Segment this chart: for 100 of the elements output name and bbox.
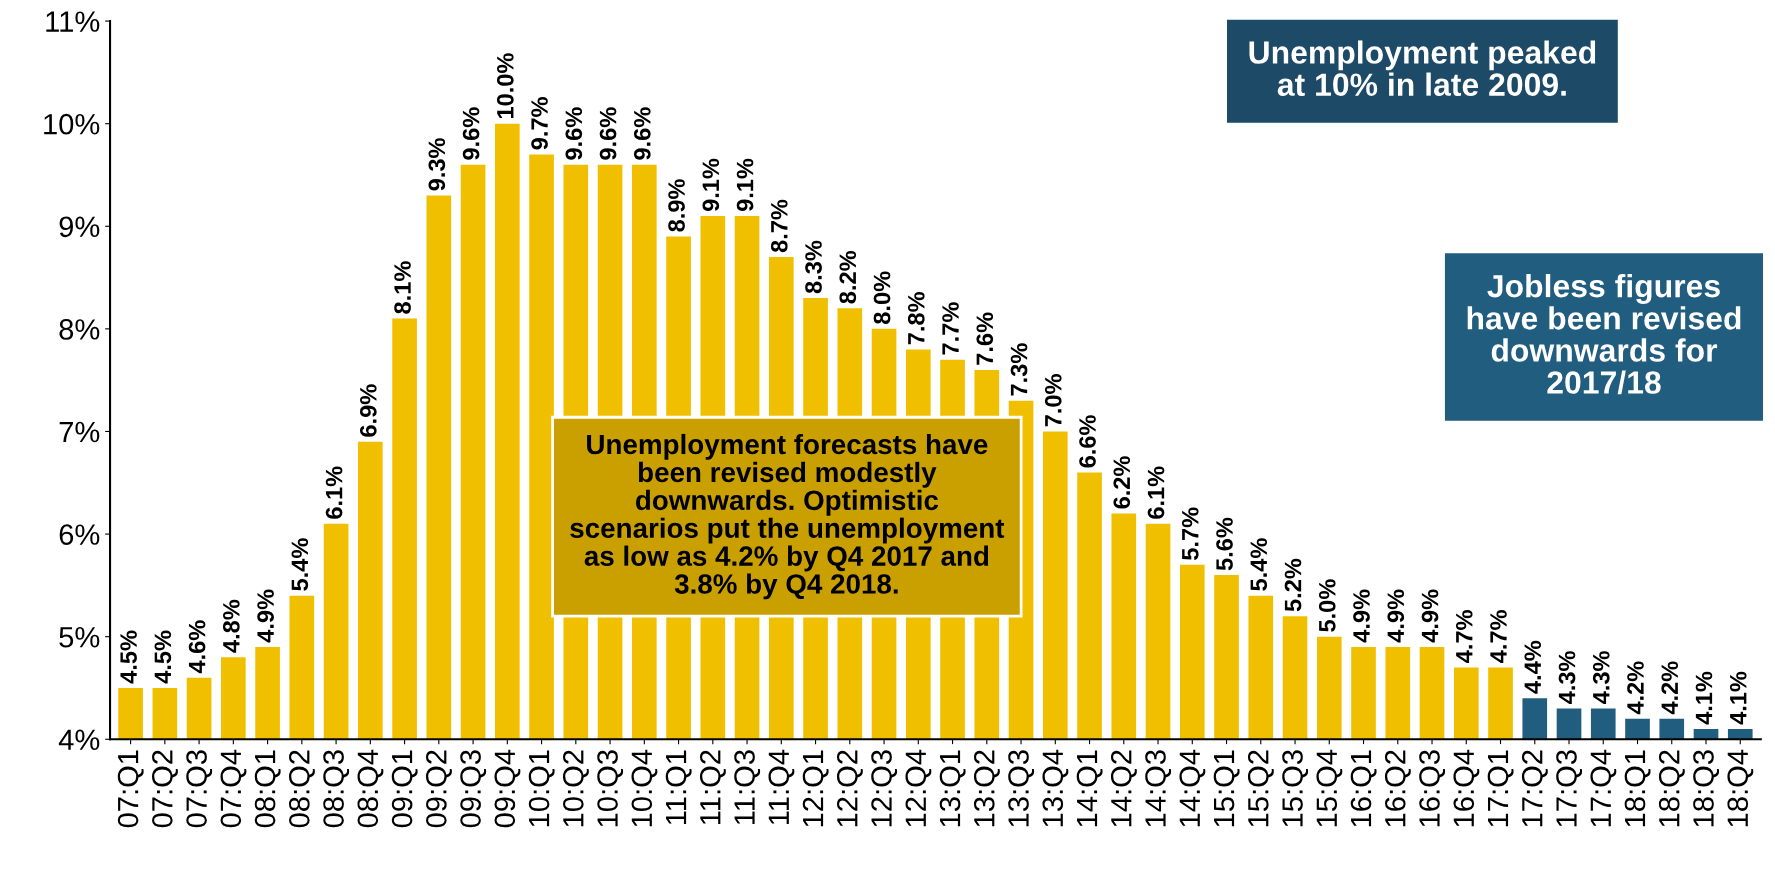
data-label: 9.6% (599, 107, 617, 160)
data-label: 4.5% (120, 630, 137, 684)
data-label: 4.7% (1455, 610, 1473, 663)
x-tick-label: 16:Q4 (1453, 749, 1480, 827)
data-label: 7.6% (976, 312, 994, 365)
data-label: 4.3% (1558, 651, 1576, 704)
data-label: 5.4% (1250, 538, 1268, 591)
data-label: 6.1% (325, 466, 343, 519)
data-label: 5.7% (1181, 507, 1199, 560)
y-tick-label: 7% (59, 421, 100, 443)
x-tick-label: 15:Q2 (1247, 750, 1274, 827)
x-tick-label: 10:Q1 (528, 750, 555, 827)
x-tick-label: 09:Q1 (391, 750, 418, 828)
data-label: 4.1% (1729, 671, 1747, 725)
x-tick-label: 14:Q3 (1145, 750, 1172, 827)
data-label: 8.0% (873, 271, 891, 324)
x-tick-label: 16:Q1 (1350, 750, 1377, 827)
data-label: 6.9% (359, 384, 377, 437)
data-label: 7.7% (942, 302, 959, 355)
x-tick-label: 13:Q1 (939, 750, 966, 827)
data-label: 6.6% (1079, 415, 1096, 468)
data-label: 6.2% (1113, 456, 1131, 509)
x-tick-label: 12:Q4 (905, 749, 932, 827)
x-tick-label: 12:Q3 (871, 750, 898, 827)
annotation: Unemployment peaked at 10% in late 2009. (1249, 40, 1596, 96)
x-tick-label: 09:Q3 (460, 750, 487, 828)
data-label: 4.2% (1627, 661, 1644, 715)
x-tick-label: 18:Q4 (1727, 749, 1754, 827)
x-tick-label: 15:Q4 (1316, 749, 1343, 827)
data-label: 9.6% (633, 107, 651, 160)
data-label: 8.1% (394, 261, 411, 314)
x-tick-label: 09:Q2 (426, 750, 452, 828)
x-tick-label: 11:Q4 (768, 749, 795, 825)
data-label: 4.1% (1695, 671, 1713, 725)
x-tick-label: 13:Q3 (1008, 750, 1035, 827)
data-label: 9.3% (428, 138, 446, 191)
x-tick-label: 15:Q1 (1213, 750, 1240, 827)
data-label: 8.3% (805, 240, 822, 294)
x-tick-label: 11:Q2 (699, 750, 726, 825)
x-tick-label: 08:Q2 (289, 750, 315, 828)
data-label: 4.9% (1387, 589, 1405, 643)
x-tick-label: 14:Q1 (1076, 750, 1103, 827)
x-tick-label: 13:Q4 (1042, 749, 1069, 827)
data-label: 4.2% (1661, 661, 1679, 715)
data-label: 8.2% (839, 250, 857, 304)
data-label: 4.8% (222, 599, 240, 653)
data-label: 5.6% (1216, 517, 1233, 571)
x-tick-label: 13:Q2 (973, 750, 1000, 827)
x-tick-label: 12:Q1 (802, 750, 829, 827)
x-tick-label: 08:Q3 (323, 750, 350, 828)
x-tick-label: 15:Q3 (1282, 750, 1309, 827)
data-label: 8.7% (770, 199, 788, 253)
x-tick-label: 07:Q4 (220, 749, 247, 828)
x-tick-label: 11:Q3 (734, 750, 761, 825)
data-label: 4.4% (1524, 640, 1542, 694)
data-label: 9.1% (702, 158, 720, 212)
data-label: 7.0% (1044, 374, 1062, 427)
data-label: 4.5% (154, 630, 172, 684)
x-tick-label: 16:Q2 (1384, 750, 1411, 827)
annotation: Unemployment forecasts have been revised modestly downwards. Optimistic scenarios put the unemployment as low as 4.2% by Q4 2017 and 3.8% by Q4 2018. (570, 433, 1005, 600)
data-label: 4.9% (1421, 589, 1439, 643)
data-label: 4.9% (257, 589, 274, 643)
x-tick-label: 12:Q2 (836, 750, 863, 827)
x-tick-label: 10:Q3 (597, 750, 624, 827)
x-tick-label: 08:Q1 (254, 750, 281, 828)
y-tick-label: 10% (44, 113, 100, 135)
data-label: 5.2% (1284, 558, 1302, 612)
x-tick-label: 18:Q2 (1658, 750, 1685, 827)
y-tick-label: 8% (59, 319, 100, 340)
x-tick-label: 09:Q4 (494, 749, 521, 828)
data-label: 4.3% (1592, 651, 1610, 704)
y-tick-label: 4% (58, 729, 100, 751)
y-tick-label: 9% (59, 216, 100, 238)
data-label: 7.8% (907, 292, 925, 345)
data-label: 9.6% (565, 107, 583, 160)
data-label: 9.6% (462, 107, 480, 160)
x-tick-label: 17:Q3 (1556, 750, 1583, 827)
y-tick-label: 6% (59, 524, 100, 545)
x-tick-label: 07:Q3 (186, 750, 213, 828)
y-tick-label: 5% (59, 627, 100, 648)
data-label: 8.9% (668, 179, 685, 232)
y-tick-label: 11% (46, 11, 100, 32)
data-label: 6.1% (1147, 466, 1165, 519)
annotation: Jobless figures have been revised downwards for 2017/18 (1467, 273, 1741, 395)
data-label: 5.0% (1318, 579, 1336, 632)
data-label: 9.7% (531, 97, 548, 150)
data-label: 9.1% (736, 158, 754, 212)
data-label: 7.3% (1010, 343, 1028, 396)
x-tick-label: 14:Q2 (1110, 750, 1137, 827)
x-tick-label: 18:Q3 (1693, 750, 1720, 827)
data-label: 5.4% (291, 538, 309, 591)
data-label: 4.9% (1353, 589, 1370, 643)
x-tick-label: 16:Q3 (1419, 750, 1446, 827)
x-tick-label: 10:Q4 (631, 749, 658, 827)
data-label: 4.6% (188, 620, 206, 674)
x-tick-label: 08:Q4 (357, 749, 384, 828)
x-tick-label: 14:Q4 (1179, 749, 1206, 827)
x-tick-label: 17:Q4 (1590, 749, 1617, 827)
x-tick-label: 10:Q2 (563, 750, 589, 827)
x-tick-label: 17:Q2 (1521, 750, 1548, 827)
